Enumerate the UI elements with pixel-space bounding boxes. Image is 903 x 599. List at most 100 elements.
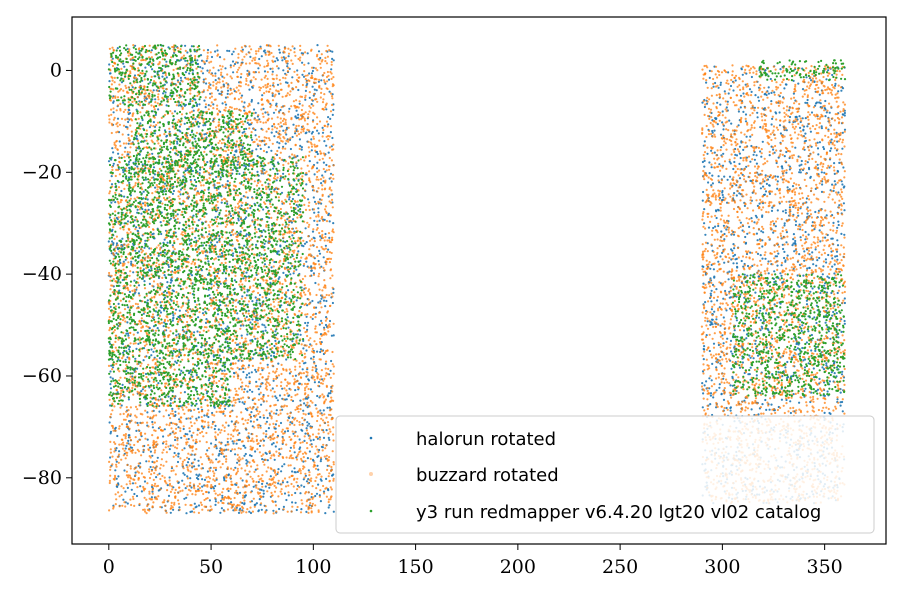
point — [273, 458, 276, 461]
point — [215, 458, 218, 461]
point — [201, 485, 204, 488]
point — [332, 463, 335, 466]
point — [282, 76, 285, 79]
point — [186, 315, 189, 318]
point — [747, 373, 750, 376]
point — [135, 307, 139, 310]
point — [313, 143, 316, 146]
point — [297, 205, 300, 208]
point — [250, 371, 253, 374]
point — [730, 367, 733, 370]
point — [273, 344, 276, 348]
point — [742, 110, 745, 113]
point — [234, 184, 237, 188]
point — [124, 447, 127, 450]
point — [151, 490, 154, 493]
point — [214, 216, 217, 219]
point — [135, 347, 138, 350]
point — [756, 252, 760, 255]
point — [726, 100, 729, 103]
point — [217, 130, 220, 133]
point — [251, 86, 254, 89]
point — [286, 300, 290, 303]
point — [294, 127, 297, 130]
point — [755, 232, 759, 235]
point — [298, 447, 301, 451]
point — [294, 408, 297, 411]
point — [331, 474, 334, 477]
point — [193, 178, 196, 182]
point — [308, 160, 311, 163]
point — [173, 110, 177, 113]
point — [143, 344, 147, 347]
point — [243, 503, 246, 506]
point — [245, 216, 248, 219]
point — [320, 79, 323, 82]
point — [843, 301, 847, 305]
point — [720, 393, 723, 396]
point — [702, 392, 705, 395]
point — [115, 334, 118, 337]
point — [284, 292, 288, 295]
point — [843, 322, 846, 325]
point — [201, 166, 204, 169]
point — [311, 458, 315, 461]
point — [314, 479, 317, 483]
point — [142, 312, 145, 315]
point — [719, 362, 722, 365]
point — [114, 210, 117, 213]
point — [309, 388, 312, 391]
point — [191, 218, 195, 221]
point — [278, 452, 281, 455]
point — [207, 426, 210, 429]
point — [839, 404, 842, 407]
point — [121, 423, 124, 426]
point — [122, 498, 125, 501]
point — [216, 494, 220, 497]
point — [252, 420, 255, 423]
point — [229, 234, 233, 237]
point — [197, 407, 200, 410]
point — [216, 225, 219, 228]
point — [794, 239, 797, 243]
point — [807, 330, 810, 333]
point — [127, 439, 130, 442]
point — [721, 110, 724, 113]
point — [176, 480, 179, 483]
point — [841, 87, 845, 90]
point — [175, 336, 178, 339]
point — [301, 61, 304, 64]
point — [316, 350, 319, 353]
point — [247, 432, 250, 435]
point — [804, 230, 807, 234]
point — [214, 484, 217, 488]
point — [109, 448, 112, 451]
point — [827, 253, 830, 257]
point — [214, 72, 217, 75]
point — [280, 139, 283, 142]
point — [735, 194, 738, 197]
point — [277, 362, 280, 365]
point — [288, 196, 291, 199]
point — [307, 387, 310, 391]
point — [306, 328, 309, 331]
point — [270, 443, 274, 446]
point — [225, 448, 228, 451]
point — [759, 150, 762, 153]
point — [231, 60, 235, 63]
point — [764, 312, 768, 315]
point — [268, 188, 271, 191]
point — [798, 401, 801, 404]
point — [311, 317, 314, 320]
point — [239, 230, 242, 233]
point — [121, 168, 125, 172]
point — [818, 101, 821, 104]
point — [213, 406, 216, 409]
point — [328, 294, 331, 297]
point — [255, 148, 258, 151]
point — [176, 142, 179, 145]
point — [123, 65, 126, 68]
point — [289, 147, 292, 151]
point — [242, 277, 245, 280]
point — [157, 382, 160, 385]
